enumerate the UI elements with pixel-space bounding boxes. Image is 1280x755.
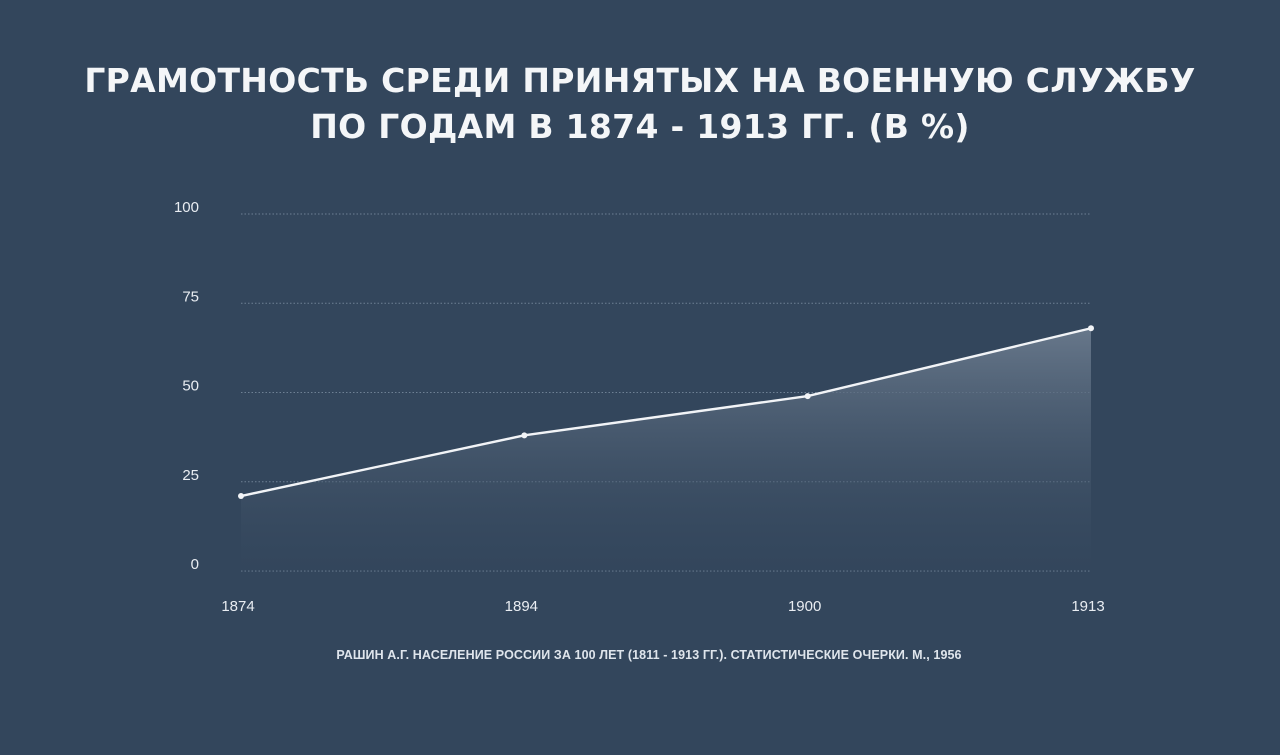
- chart-title-line-2: ПО ГОДАМ В 1874 - 1913 ГГ. (В %): [310, 107, 970, 146]
- source-citation: РАШИН А.Г. НАСЕЛЕНИЕ РОССИИ ЗА 100 ЛЕТ (…: [336, 648, 962, 662]
- data-point-1874: [238, 493, 244, 500]
- area-fill: [241, 328, 1091, 571]
- chart-title-line-1: ГРАМОТНОСТЬ СРЕДИ ПРИНЯТЫХ НА ВОЕННУЮ СЛ…: [84, 61, 1196, 100]
- series-line-group: [239, 327, 1093, 498]
- y-axis-tick-labels: 0 25 50 75 100: [174, 199, 199, 573]
- area-fill-group: [241, 328, 1091, 571]
- y-tick-label: 50: [182, 378, 199, 395]
- chart-title: ГРАМОТНОСТЬ СРЕДИ ПРИНЯТЫХ НА ВОЕННУЮ СЛ…: [0, 58, 1280, 150]
- y-tick-label: 100: [174, 199, 199, 216]
- x-tick-label: 1894: [505, 598, 538, 615]
- data-point-1894: [521, 432, 528, 439]
- y-tick-label: 25: [182, 467, 199, 484]
- x-axis-tick-labels: 1874 1894 1900 1913: [221, 598, 1104, 615]
- data-point-1900: [804, 393, 811, 400]
- data-points: [238, 325, 1094, 500]
- series-line: [239, 327, 1093, 498]
- x-tick-label: 1874: [221, 598, 254, 615]
- y-tick-label: 75: [182, 288, 199, 305]
- x-tick-label: 1913: [1071, 598, 1104, 615]
- y-tick-label: 0: [191, 556, 199, 573]
- data-point-1913: [1088, 325, 1094, 332]
- x-tick-label: 1900: [788, 598, 821, 615]
